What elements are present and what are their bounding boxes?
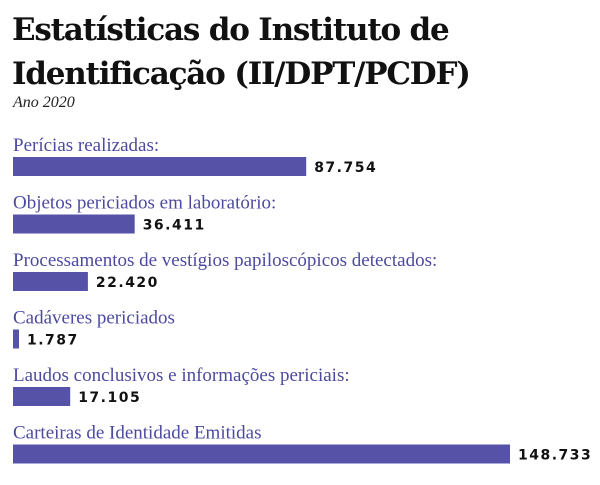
bar-value-label: 22.420 [96,275,159,291]
bar-value-label: 17.105 [78,390,141,406]
bar [13,272,88,291]
bar-label: Cadáveres periciados [13,308,175,329]
bar-label: Laudos conclusivos e informações pericia… [13,365,350,386]
bar-label: Processamentos de vestígios papiloscópic… [13,250,437,271]
bar-value-label: 148.733 [518,448,592,464]
bar-label: Carteiras de Identidade Emitidas [13,423,262,444]
bar [13,329,19,349]
bar-label: Perícias realizadas: [13,135,159,156]
bar-value-label: 87.754 [314,160,377,176]
bar [13,214,135,234]
bar [13,387,71,406]
chart-subtitle: Ano 2020 [13,94,75,111]
bar [13,157,307,176]
bar-label: Objetos periciados em laboratório: [13,193,276,214]
bar-value-label: 1.787 [27,333,79,349]
bar [13,444,510,464]
chart-title: Estatísticas do Instituto de Identificaç… [12,12,471,92]
bar-value-label: 36.411 [143,218,206,234]
